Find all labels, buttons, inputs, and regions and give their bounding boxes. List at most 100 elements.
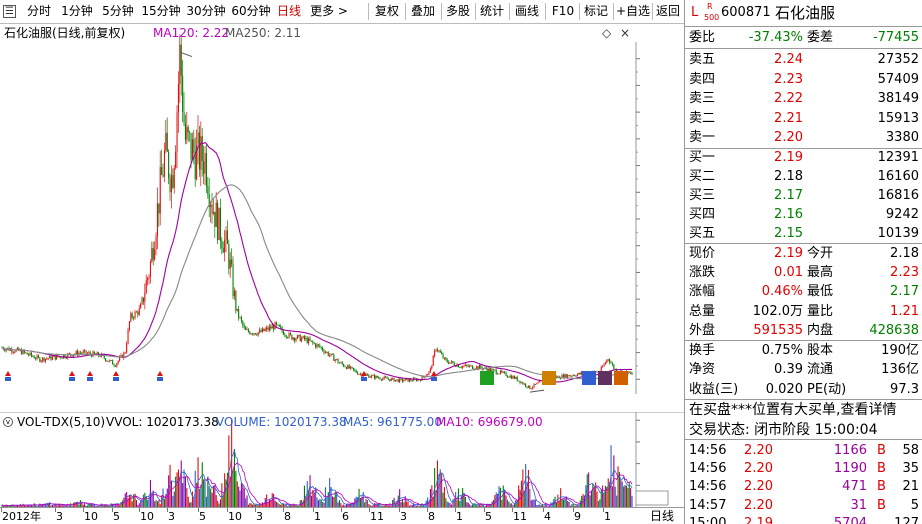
candle-body (611, 363, 613, 365)
chevron-down-icon[interactable]: v (3, 417, 13, 427)
volume-bar (182, 483, 184, 507)
statistics-button[interactable]: 统计 (479, 4, 504, 18)
candle-body (235, 290, 237, 311)
tick-row[interactable]: 14:56 2.20 1166 B 58 (685, 441, 922, 461)
big-order-notice[interactable]: 在买盘***位置有大买单,查看详情 (685, 400, 922, 420)
period-tab-daily[interactable]: 日线 (276, 4, 301, 18)
date-tick (1, 508, 2, 512)
fundamental-row[interactable]: 净资 0.39 流通 136亿 (685, 360, 922, 380)
candle-body (308, 338, 310, 344)
fundamental-row[interactable]: 收益(三) 0.020 PE(动) 97.3 (685, 380, 922, 400)
draw-line-button[interactable]: 画线 (514, 4, 539, 18)
candle-body (141, 297, 143, 305)
period-tab-more[interactable]: 更多 > (310, 4, 348, 18)
candle-body (606, 359, 608, 363)
candle-body (410, 379, 412, 381)
volume-bar (246, 495, 248, 507)
order-price: 2.19 (774, 150, 803, 165)
sell-level-row[interactable]: 卖五 2.24 27352 (685, 50, 922, 70)
date-tick (399, 508, 400, 512)
candle-body (439, 350, 441, 353)
volume-bar (273, 493, 275, 507)
candle-body (152, 248, 154, 260)
trade-status: 交易状态: 闭市阶段 15:00:04 (689, 422, 878, 438)
volume-bar (320, 499, 322, 507)
buy-level-row[interactable]: 买四 2.16 9242 (685, 205, 922, 225)
volume-chart[interactable] (0, 412, 684, 508)
order-volume: 16816 (877, 188, 919, 203)
price-stat-row[interactable]: 现价 2.19 今开 2.18 (685, 244, 922, 264)
tick-row[interactable]: 15:00 2.19 5704 127 (685, 514, 922, 524)
sell-level-row[interactable]: 卖三 2.22 38149 (685, 89, 922, 109)
fundamental-row[interactable]: 换手 0.75% 股本 190亿 (685, 341, 922, 361)
volume-bar (522, 469, 524, 507)
volume-bar (12, 504, 14, 507)
sell-level-row[interactable]: 卖四 2.23 57409 (685, 70, 922, 90)
candle-body (53, 355, 55, 357)
f10-button[interactable]: F10 (551, 4, 575, 18)
candle-body (270, 326, 272, 329)
period-tab-fenshi[interactable]: 分时 (26, 4, 51, 18)
price-stat-row[interactable]: 外盘 591535 内盘 428638 (685, 321, 922, 341)
candle-body (351, 366, 353, 368)
period-tab-1min[interactable]: 1分钟 (61, 4, 93, 18)
candle-body (603, 364, 605, 367)
period-tab-30min[interactable]: 30分钟 (186, 4, 226, 18)
volume-bar (166, 488, 168, 507)
notice-text[interactable]: 在买盘***位置有大买单,查看详情 (689, 402, 897, 418)
period-indicator[interactable]: 日线 (650, 509, 675, 523)
candle-body (614, 368, 616, 370)
buy-level-row[interactable]: 买一 2.19 12391 (685, 148, 922, 168)
overlay-button[interactable]: 叠加 (410, 4, 435, 18)
period-tab-15min[interactable]: 15分钟 (141, 4, 181, 18)
volume-bar (194, 470, 196, 507)
close-icon[interactable]: × (620, 26, 631, 40)
candle-body (417, 379, 419, 381)
diamond-icon[interactable]: ◇ (602, 26, 612, 40)
period-tab-60min[interactable]: 60分钟 (231, 4, 271, 18)
chart-background (0, 24, 684, 394)
price-stat-row[interactable]: 涨幅 0.46% 最低 2.17 (685, 282, 922, 302)
candle-body (331, 353, 333, 355)
price-stat-row[interactable]: 总量 102.0万 量比 1.21 (685, 302, 922, 322)
back-button[interactable]: 返回 (655, 4, 680, 18)
buy-level-row[interactable]: 买五 2.15 10139 (685, 224, 922, 244)
price-stat-row[interactable]: 涨跌 0.01 最高 2.23 (685, 263, 922, 283)
volume-bar (102, 504, 104, 507)
candle-body (497, 373, 499, 375)
add-watchlist-button[interactable]: +自选 (615, 4, 651, 18)
sell-level-row[interactable]: 卖二 2.21 15913 (685, 109, 922, 129)
date-axis-label: 11 (370, 510, 384, 523)
order-level-label: 卖三 (689, 91, 716, 107)
volume-bar (29, 504, 31, 507)
candle-body (187, 127, 189, 133)
volume-bar (537, 504, 539, 507)
stat-value: 2.17 (890, 284, 919, 300)
volume-indicator-name[interactable]: VOL-TDX(5,10) (17, 415, 106, 429)
volume-bar (140, 500, 142, 507)
period-tab-5min[interactable]: 5分钟 (102, 4, 134, 18)
stat-value: 428638 (869, 322, 919, 338)
buy-level-row[interactable]: 买三 2.17 16816 (685, 186, 922, 206)
tick-row[interactable]: 14:57 2.20 31 B 5 (685, 496, 922, 516)
kline-chart[interactable] (0, 24, 684, 394)
tick-row[interactable]: 14:56 2.20 471 B 21 (685, 477, 922, 497)
multi-stock-button[interactable]: 多股 (445, 4, 470, 18)
candle-body (89, 352, 91, 355)
tick-price: 2.20 (744, 479, 773, 495)
toolbar-menu-icon[interactable]: ☰ (3, 5, 16, 18)
restore-rights-button[interactable]: 复权 (374, 4, 399, 18)
order-price: 2.16 (774, 207, 803, 222)
volume-bar (249, 503, 251, 507)
candle-body (560, 378, 562, 380)
volume-bar (105, 505, 107, 507)
mark-button[interactable]: 标记 (583, 4, 608, 18)
stock-name: 石化油服 (775, 4, 836, 22)
volume-bar (126, 491, 128, 507)
toolbar-divider (405, 3, 406, 20)
candle-body (61, 357, 63, 359)
sell-level-row[interactable]: 卖一 2.20 3380 (685, 128, 922, 148)
volume-bar (278, 504, 280, 507)
tick-row[interactable]: 14:56 2.20 1190 B 35 (685, 459, 922, 479)
buy-level-row[interactable]: 买二 2.18 16160 (685, 167, 922, 187)
